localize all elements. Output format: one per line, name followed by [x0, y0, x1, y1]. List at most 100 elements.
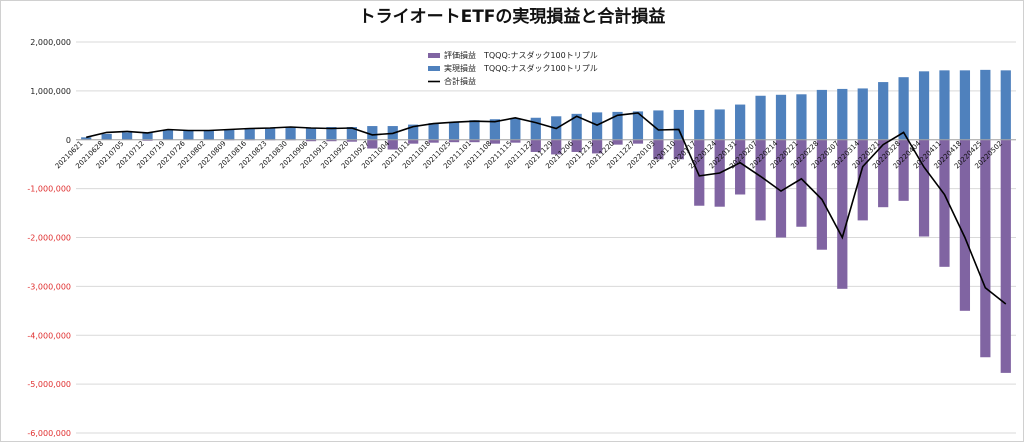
realized-bar	[878, 82, 889, 140]
realized-bar	[591, 112, 603, 140]
valuation-bar	[857, 139, 868, 221]
valuation-bar	[305, 139, 317, 142]
valuation-bar	[346, 139, 357, 142]
valuation-bar	[816, 139, 827, 250]
valuation-bar	[735, 139, 746, 195]
valuation-bar	[918, 139, 930, 237]
y-tick-label: -2,000,000	[27, 234, 71, 243]
y-tick-label: -3,000,000	[27, 282, 71, 291]
realized-bar	[305, 127, 317, 140]
realized-bar	[816, 89, 827, 140]
valuation-bar	[489, 139, 501, 144]
realized-bar	[571, 113, 582, 140]
valuation-bar	[632, 139, 644, 144]
gridlines	[76, 41, 1016, 434]
realized-bar	[183, 129, 194, 140]
realized-bar	[694, 109, 705, 140]
valuation-bar	[428, 139, 439, 143]
line-series	[86, 112, 1007, 305]
realized-bar	[918, 71, 930, 140]
realized-bar	[489, 119, 501, 140]
realized-bar	[673, 109, 684, 140]
y-tick-label: 1,000,000	[30, 87, 71, 96]
realized-bar	[796, 94, 807, 140]
valuation-bar	[898, 139, 909, 201]
y-tick-label: 2,000,000	[30, 38, 71, 47]
valuation-bar	[959, 139, 971, 311]
valuation-bar	[551, 139, 562, 155]
realized-bar	[121, 132, 133, 140]
realized-bar	[101, 133, 112, 140]
valuation-bar	[469, 139, 480, 143]
realized-bar	[142, 132, 153, 140]
realized-bar	[428, 123, 439, 140]
y-axis-ticks: 2,000,000 1,000,000 0 -1,000,000 -2,000,000 -…	[27, 38, 71, 438]
legend-label: 実現損益 TQQQ:ナスダック100トリプル	[444, 63, 598, 73]
valuation-bar	[939, 139, 950, 267]
total-line	[86, 112, 1007, 305]
valuation-bar	[326, 139, 337, 142]
valuation-bar	[980, 139, 991, 358]
legend-swatch	[428, 53, 440, 58]
realized-bar	[612, 111, 623, 140]
valuation-bar	[837, 139, 848, 289]
realized-bar	[632, 111, 644, 140]
realized-bar	[367, 126, 378, 140]
realized-bar	[939, 70, 950, 140]
realized-bar	[857, 88, 868, 140]
realized-bar	[448, 122, 460, 140]
valuation-bar	[1000, 139, 1011, 373]
realized-bar	[735, 104, 746, 140]
chart-title: トライオートETFの実現損益と合計損益	[359, 6, 666, 27]
valuation-bar	[367, 139, 378, 149]
realized-bar	[837, 88, 848, 140]
realized-bar	[224, 128, 235, 140]
realized-bar	[510, 118, 521, 140]
realized-bar	[530, 117, 541, 140]
realized-bar	[755, 95, 766, 140]
valuation-bar	[796, 139, 807, 227]
realized-bar	[898, 77, 909, 140]
valuation-bar	[530, 139, 541, 152]
y-tick-label: -4,000,000	[27, 331, 71, 340]
valuation-bar	[612, 139, 623, 145]
realized-bar	[346, 127, 357, 140]
valuation-bar	[571, 139, 582, 152]
valuation-bar	[694, 139, 705, 206]
valuation-bar	[673, 139, 684, 160]
y-tick-label: 0	[66, 136, 71, 145]
realized-bar	[980, 69, 991, 140]
realized-bar	[959, 70, 971, 140]
valuation-bar	[408, 139, 419, 144]
valuation-bar	[878, 139, 889, 208]
valuation-bar	[591, 139, 603, 154]
realized-bar	[408, 124, 419, 140]
valuation-bar	[448, 139, 460, 143]
legend-label: 評価損益 TQQQ:ナスダック100トリプル	[444, 50, 598, 60]
valuation-bar	[755, 139, 766, 221]
valuation-bar	[653, 139, 664, 160]
y-tick-label: -1,000,000	[27, 185, 71, 194]
valuation-bar	[775, 139, 787, 238]
y-tick-label: -6,000,000	[27, 429, 71, 438]
valuation-bar	[387, 139, 398, 150]
valuation-bar	[510, 139, 521, 143]
legend-swatch	[428, 66, 440, 71]
y-tick-label: -5,000,000	[27, 380, 71, 389]
realized-bar	[653, 110, 664, 140]
realized-bar	[162, 129, 174, 140]
realized-bar	[775, 94, 787, 140]
realized-bar	[265, 128, 276, 140]
realized-bar	[1000, 70, 1011, 140]
legend-label: 合計損益	[444, 76, 476, 86]
realized-bar	[203, 129, 214, 140]
realized-bar	[469, 120, 480, 140]
realized-bar	[326, 127, 337, 140]
realized-bar	[244, 128, 255, 140]
realized-bar	[714, 109, 725, 140]
realized-bar	[81, 137, 92, 140]
